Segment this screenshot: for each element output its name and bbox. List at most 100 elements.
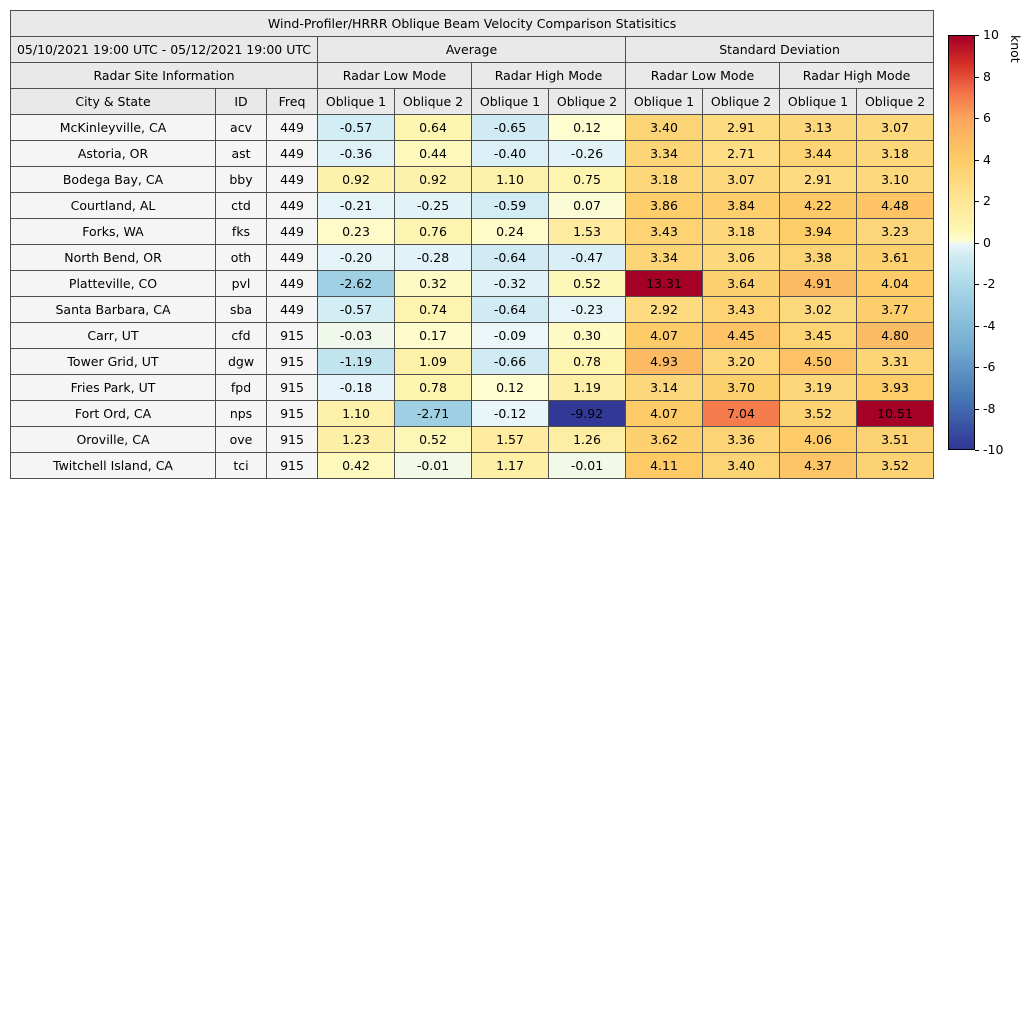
- col-header-oblique: Oblique 2: [702, 88, 780, 115]
- id-cell: ove: [215, 426, 267, 453]
- value-cell: -0.64: [471, 296, 549, 323]
- city-cell: Tower Grid, UT: [10, 348, 216, 375]
- freq-cell: 915: [266, 374, 318, 401]
- colorbar-tick-label: 8: [983, 68, 991, 84]
- value-cell: -0.25: [394, 192, 472, 219]
- value-cell: -0.40: [471, 140, 549, 167]
- value-cell: 3.18: [702, 218, 780, 245]
- value-cell: 3.62: [625, 426, 703, 453]
- value-cell: 0.78: [548, 348, 626, 375]
- freq-cell: 449: [266, 114, 318, 141]
- col-header-oblique: Oblique 1: [779, 88, 857, 115]
- value-cell: 1.26: [548, 426, 626, 453]
- value-cell: 4.48: [855, 192, 935, 219]
- table-row: Fries Park, UT fpd 915 -0.18 0.78 0.12 1.19 3.1…: [10, 374, 935, 401]
- col-header-oblique: Oblique 2: [548, 88, 626, 115]
- value-cell: 4.04: [855, 270, 935, 297]
- value-cell: 4.91: [779, 270, 857, 297]
- value-cell: 1.17: [471, 452, 549, 479]
- id-cell: bby: [215, 166, 267, 193]
- stddev-group-header: Standard Deviation: [624, 36, 935, 63]
- colorbar-gradient: [948, 35, 975, 450]
- value-cell: -0.28: [394, 244, 472, 271]
- value-cell: -0.66: [471, 348, 549, 375]
- value-cell: -0.32: [471, 270, 549, 297]
- value-cell: 3.84: [702, 192, 780, 219]
- value-cell: 0.32: [394, 270, 472, 297]
- avg-high-mode-header: Radar High Mode: [471, 62, 626, 89]
- value-cell: 0.23: [317, 218, 395, 245]
- colorbar-tick-label: -4: [983, 317, 996, 333]
- city-cell: Platteville, CO: [10, 270, 216, 297]
- colorbar-tick-label: -2: [983, 276, 996, 291]
- colorbar-tick: [975, 325, 979, 327]
- value-cell: 3.77: [855, 296, 935, 323]
- value-cell: 0.78: [394, 374, 472, 401]
- city-cell: Santa Barbara, CA: [10, 296, 216, 323]
- colorbar-tick: [975, 118, 979, 119]
- colorbar-tick-label: 10: [983, 27, 999, 42]
- table-body: McKinleyville, CA acv 449 -0.57 0.64 -0.65 0.1…: [10, 114, 935, 479]
- value-cell: 3.64: [702, 270, 780, 297]
- value-cell: 2.92: [625, 296, 703, 323]
- value-cell: 3.34: [625, 244, 703, 271]
- date-range: 05/10/2021 19:00 UTC - 05/12/2021 19:00 …: [10, 36, 318, 63]
- table-row: North Bend, OR oth 449 -0.20 -0.28 -0.64 -0.47…: [10, 244, 935, 271]
- colorbar-tick: [975, 242, 979, 244]
- colorbar-tick: [975, 201, 979, 202]
- value-cell: 3.20: [702, 348, 780, 375]
- value-cell: 10.51: [855, 400, 935, 427]
- value-cell: -0.65: [471, 114, 549, 141]
- std-low-mode-header: Radar Low Mode: [625, 62, 780, 89]
- city-cell: North Bend, OR: [10, 244, 216, 271]
- value-cell: 3.07: [855, 114, 935, 141]
- col-header-oblique: Oblique 2: [855, 88, 935, 115]
- city-cell: Carr, UT: [10, 322, 216, 349]
- col-header-id: ID: [215, 88, 267, 115]
- value-cell: 2.91: [702, 114, 780, 141]
- value-cell: 0.17: [394, 322, 472, 349]
- value-cell: 3.45: [779, 322, 857, 349]
- value-cell: -0.03: [317, 322, 395, 349]
- value-cell: -0.59: [471, 192, 549, 219]
- value-cell: 1.09: [394, 348, 472, 375]
- value-cell: -0.01: [548, 452, 626, 479]
- value-cell: -0.21: [317, 192, 395, 219]
- freq-cell: 449: [266, 218, 318, 245]
- value-cell: -0.01: [394, 452, 472, 479]
- freq-cell: 915: [266, 348, 318, 375]
- value-cell: 13.31: [625, 270, 703, 297]
- table-row: Santa Barbara, CA sba 449 -0.57 0.74 -0.64 -0.…: [10, 296, 935, 323]
- city-cell: Twitchell Island, CA: [10, 452, 216, 479]
- id-cell: sba: [215, 296, 267, 323]
- value-cell: 3.94: [779, 218, 857, 245]
- value-cell: 3.93: [855, 374, 935, 401]
- city-cell: Bodega Bay, CA: [10, 166, 216, 193]
- value-cell: 1.23: [317, 426, 395, 453]
- value-cell: 3.40: [702, 452, 780, 479]
- colorbar-tick-label: -6: [983, 359, 996, 374]
- value-cell: 0.76: [394, 218, 472, 245]
- colorbar-tick-label: 4: [983, 151, 991, 167]
- avg-low-mode-header: Radar Low Mode: [317, 62, 472, 89]
- value-cell: 0.30: [548, 322, 626, 349]
- freq-cell: 915: [266, 452, 318, 479]
- value-cell: -0.64: [471, 244, 549, 271]
- col-header-freq: Freq: [266, 88, 318, 115]
- value-cell: -2.62: [317, 270, 395, 297]
- city-cell: Astoria, OR: [10, 140, 216, 167]
- value-cell: 0.42: [317, 452, 395, 479]
- city-cell: Fries Park, UT: [10, 374, 216, 401]
- value-cell: -0.57: [317, 114, 395, 141]
- table-row: McKinleyville, CA acv 449 -0.57 0.64 -0.65 0.1…: [10, 114, 935, 141]
- col-header-oblique: Oblique 1: [471, 88, 549, 115]
- figure-title: Wind-Profiler/HRRR Oblique Beam Velocity…: [9, 10, 935, 37]
- value-cell: 0.24: [471, 218, 549, 245]
- value-cell: 0.92: [317, 166, 395, 193]
- colorbar-tick-label: -8: [983, 400, 996, 416]
- value-cell: 2.91: [779, 166, 857, 193]
- value-cell: 4.50: [779, 348, 857, 375]
- value-cell: 3.86: [625, 192, 703, 219]
- col-header-oblique: Oblique 2: [394, 88, 472, 115]
